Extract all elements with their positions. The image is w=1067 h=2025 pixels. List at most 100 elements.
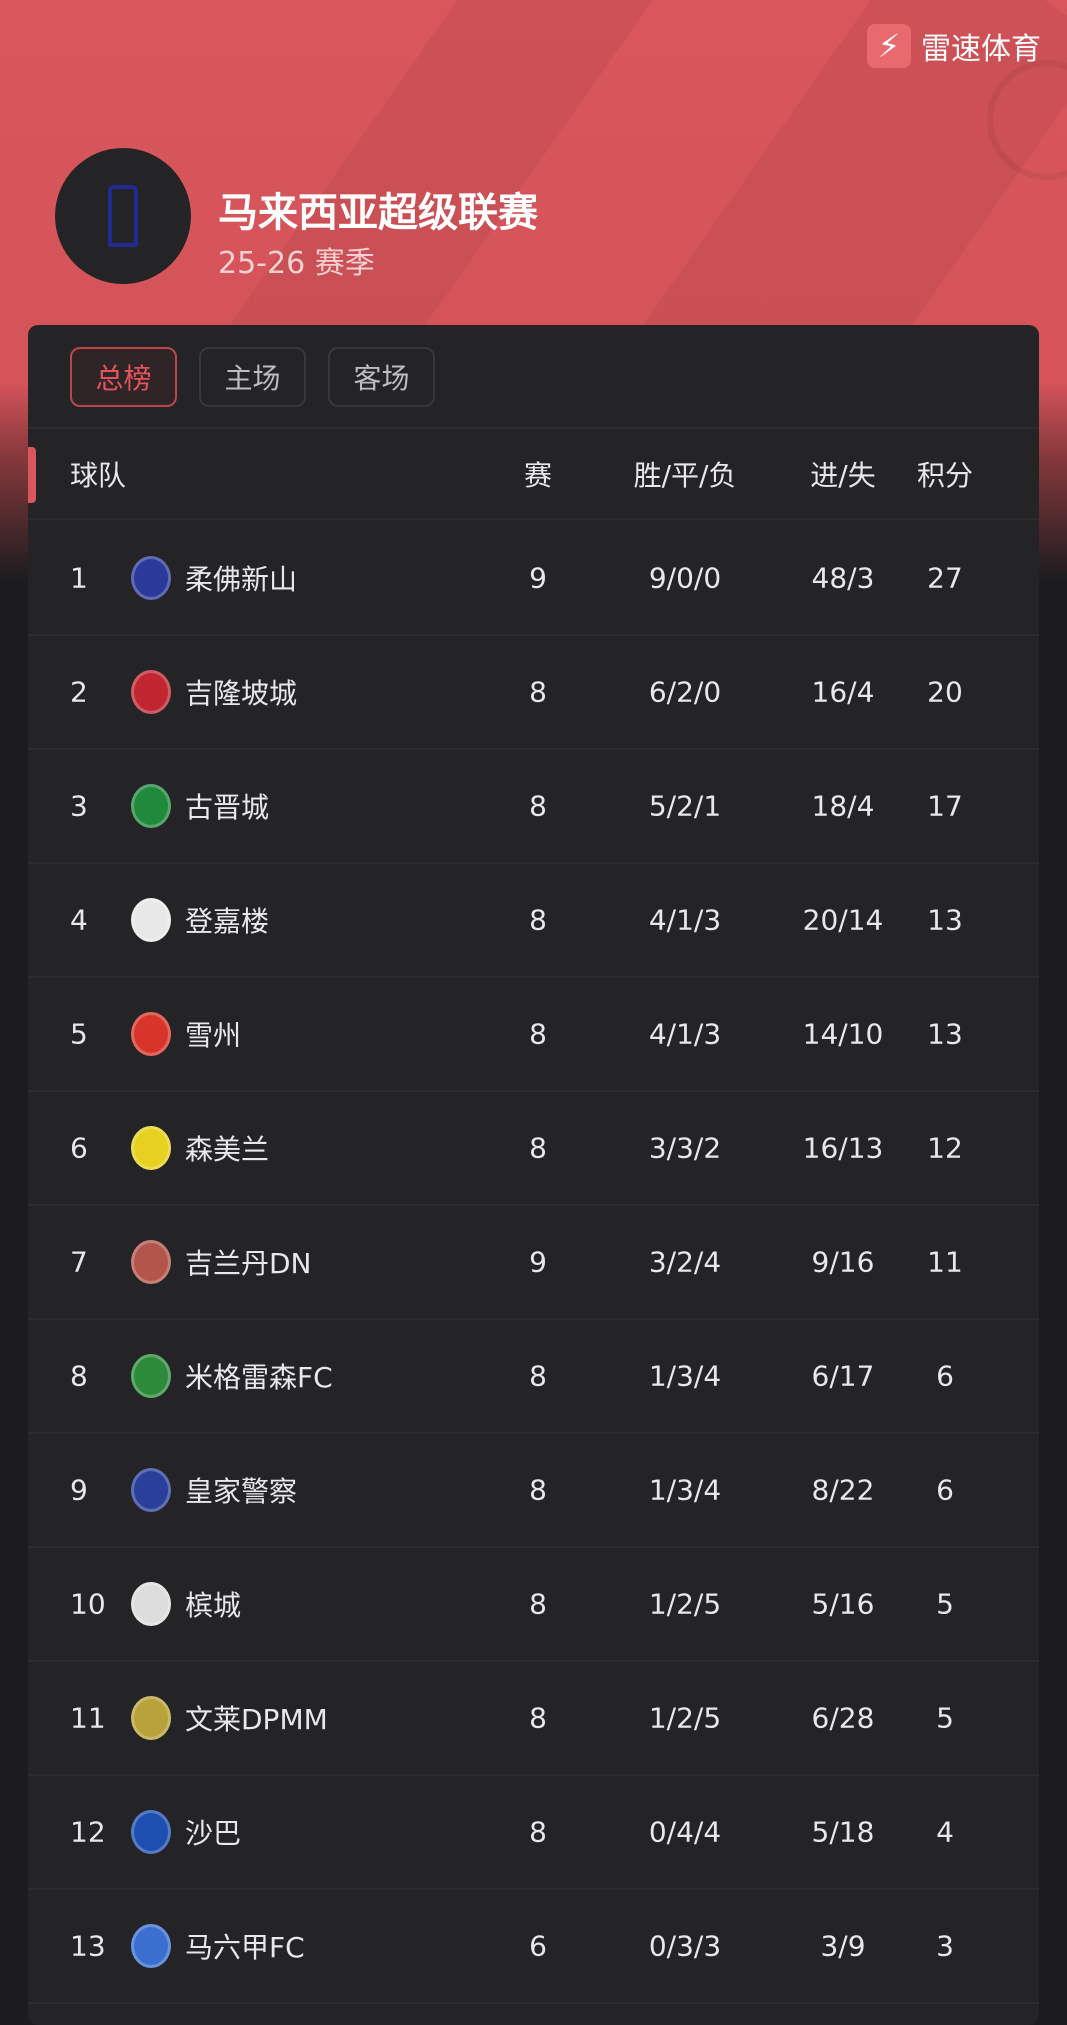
tab-home[interactable]: 主场 (199, 347, 306, 407)
team-logo-icon (131, 1354, 171, 1398)
lightning-icon: ⚡ (867, 24, 911, 68)
team-logo-icon (131, 1582, 171, 1626)
team-logo-icon (131, 1468, 171, 1512)
goals: 16/4 (811, 675, 875, 709)
table-row[interactable]: 3 古晋城 8 5/2/1 18/4 17 (28, 750, 1039, 864)
rank: 10 (70, 1587, 106, 1621)
team-name[interactable]: 登嘉楼 (185, 905, 270, 938)
wdl: 1/2/5 (648, 1587, 722, 1621)
points: 3 (936, 1929, 954, 1963)
wdl: 1/2/5 (648, 1701, 722, 1735)
team-name[interactable]: 沙巴 (185, 1817, 242, 1850)
rank: 12 (70, 1815, 106, 1849)
table-row[interactable]: 12 沙巴 8 0/4/4 5/18 4 (28, 1776, 1039, 1890)
team-name[interactable]: 吉兰丹DN (185, 1247, 312, 1280)
table-row[interactable]: 13 马六甲FC 6 0/3/3 3/9 3 (28, 1890, 1039, 2004)
goals: 20/14 (802, 903, 884, 937)
table-header: 球队 赛 胜/平/负 进/失 积分 (28, 427, 1039, 520)
goals: 16/13 (802, 1131, 884, 1165)
wdl: 3/3/2 (648, 1131, 722, 1165)
rank: 8 (70, 1359, 88, 1393)
points: 4 (936, 1815, 954, 1849)
wdl: 1/3/4 (648, 1473, 722, 1507)
team-name[interactable]: 古晋城 (185, 791, 270, 824)
table-row[interactable]: 8 米格雷森FC 8 1/3/4 6/17 6 (28, 1320, 1039, 1434)
team-name[interactable]: 吉隆坡城 (185, 677, 298, 710)
rank: 13 (70, 1929, 106, 1963)
played: 9 (529, 561, 547, 595)
wdl: 5/2/1 (648, 789, 722, 823)
table-row[interactable]: 1 柔佛新山 9 9/0/0 48/3 27 (28, 522, 1039, 636)
tab-away[interactable]: 客场 (328, 347, 435, 407)
points: 6 (936, 1473, 954, 1507)
goals: 14/10 (802, 1017, 884, 1051)
wdl: 0/4/4 (648, 1815, 722, 1849)
brand-name: 雷速体育 (921, 32, 1041, 67)
played: 6 (529, 1929, 547, 1963)
team-name[interactable]: 米格雷森FC (185, 1361, 333, 1394)
col-points: 积分 (916, 458, 974, 492)
goals: 8/22 (811, 1473, 875, 1507)
table-row[interactable]: 6 森美兰 8 3/3/2 16/13 12 (28, 1092, 1039, 1206)
points: 13 (927, 1017, 963, 1051)
col-goals: 进/失 (810, 458, 876, 492)
table-row[interactable]: 10 槟城 8 1/2/5 5/16 5 (28, 1548, 1039, 1662)
table-row[interactable]: 9 皇家警察 8 1/3/4 8/22 6 (28, 1434, 1039, 1548)
rank: 6 (70, 1131, 88, 1165)
points: 12 (927, 1131, 963, 1165)
team-logo-icon (131, 1012, 171, 1056)
tab-bar: 总榜 主场 客场 (70, 347, 435, 407)
league-logo (55, 148, 191, 284)
team-logo-icon (131, 898, 171, 942)
rank: 1 (70, 561, 88, 595)
wdl: 0/3/3 (648, 1929, 722, 1963)
rank: 4 (70, 903, 88, 937)
season-label: 25-26 赛季 (218, 246, 375, 281)
played: 8 (529, 1017, 547, 1051)
played: 8 (529, 1815, 547, 1849)
goals: 6/17 (811, 1359, 875, 1393)
team-name[interactable]: 雪州 (185, 1019, 242, 1052)
standings-card: 总榜 主场 客场 球队 赛 胜/平/负 进/失 积分 1 柔佛新山 9 9/0/… (28, 325, 1039, 2025)
table-row[interactable]: 7 吉兰丹DN 9 3/2/4 9/16 11 (28, 1206, 1039, 1320)
rank: 11 (70, 1701, 106, 1735)
team-logo-icon (131, 556, 171, 600)
team-name[interactable]: 槟城 (185, 1589, 242, 1622)
col-wdl: 胜/平/负 (633, 458, 737, 492)
team-logo-icon (131, 1810, 171, 1854)
team-name[interactable]: 皇家警察 (185, 1475, 298, 1508)
played: 8 (529, 1473, 547, 1507)
team-logo-icon (131, 1126, 171, 1170)
team-name[interactable]: 柔佛新山 (185, 563, 298, 596)
rank: 2 (70, 675, 88, 709)
wdl: 4/1/3 (648, 1017, 722, 1051)
points: 5 (936, 1701, 954, 1735)
table-row[interactable]: 2 吉隆坡城 8 6/2/0 16/4 20 (28, 636, 1039, 750)
team-name[interactable]: 文莱DPMM (185, 1703, 328, 1736)
table-row[interactable]: 4 登嘉楼 8 4/1/3 20/14 13 (28, 864, 1039, 978)
played: 8 (529, 1131, 547, 1165)
team-name[interactable]: 马六甲FC (185, 1931, 305, 1964)
rank: 3 (70, 789, 88, 823)
points: 11 (927, 1245, 963, 1279)
col-played: 赛 (523, 458, 553, 492)
goals: 5/18 (811, 1815, 875, 1849)
team-logo-icon (131, 1240, 171, 1284)
table-row[interactable]: 5 雪州 8 4/1/3 14/10 13 (28, 978, 1039, 1092)
team-name[interactable]: 森美兰 (185, 1133, 270, 1166)
points: 20 (927, 675, 963, 709)
points: 13 (927, 903, 963, 937)
played: 8 (529, 675, 547, 709)
played: 8 (529, 1701, 547, 1735)
goals: 18/4 (811, 789, 875, 823)
accent-marker (28, 447, 36, 503)
played: 9 (529, 1245, 547, 1279)
table-row[interactable]: 11 文莱DPMM 8 1/2/5 6/28 5 (28, 1662, 1039, 1776)
team-logo-icon (131, 1696, 171, 1740)
col-team: 球队 (70, 458, 127, 492)
played: 8 (529, 903, 547, 937)
team-logo-icon (131, 784, 171, 828)
goals: 48/3 (811, 561, 875, 595)
tab-overall[interactable]: 总榜 (70, 347, 177, 407)
rank: 5 (70, 1017, 88, 1051)
